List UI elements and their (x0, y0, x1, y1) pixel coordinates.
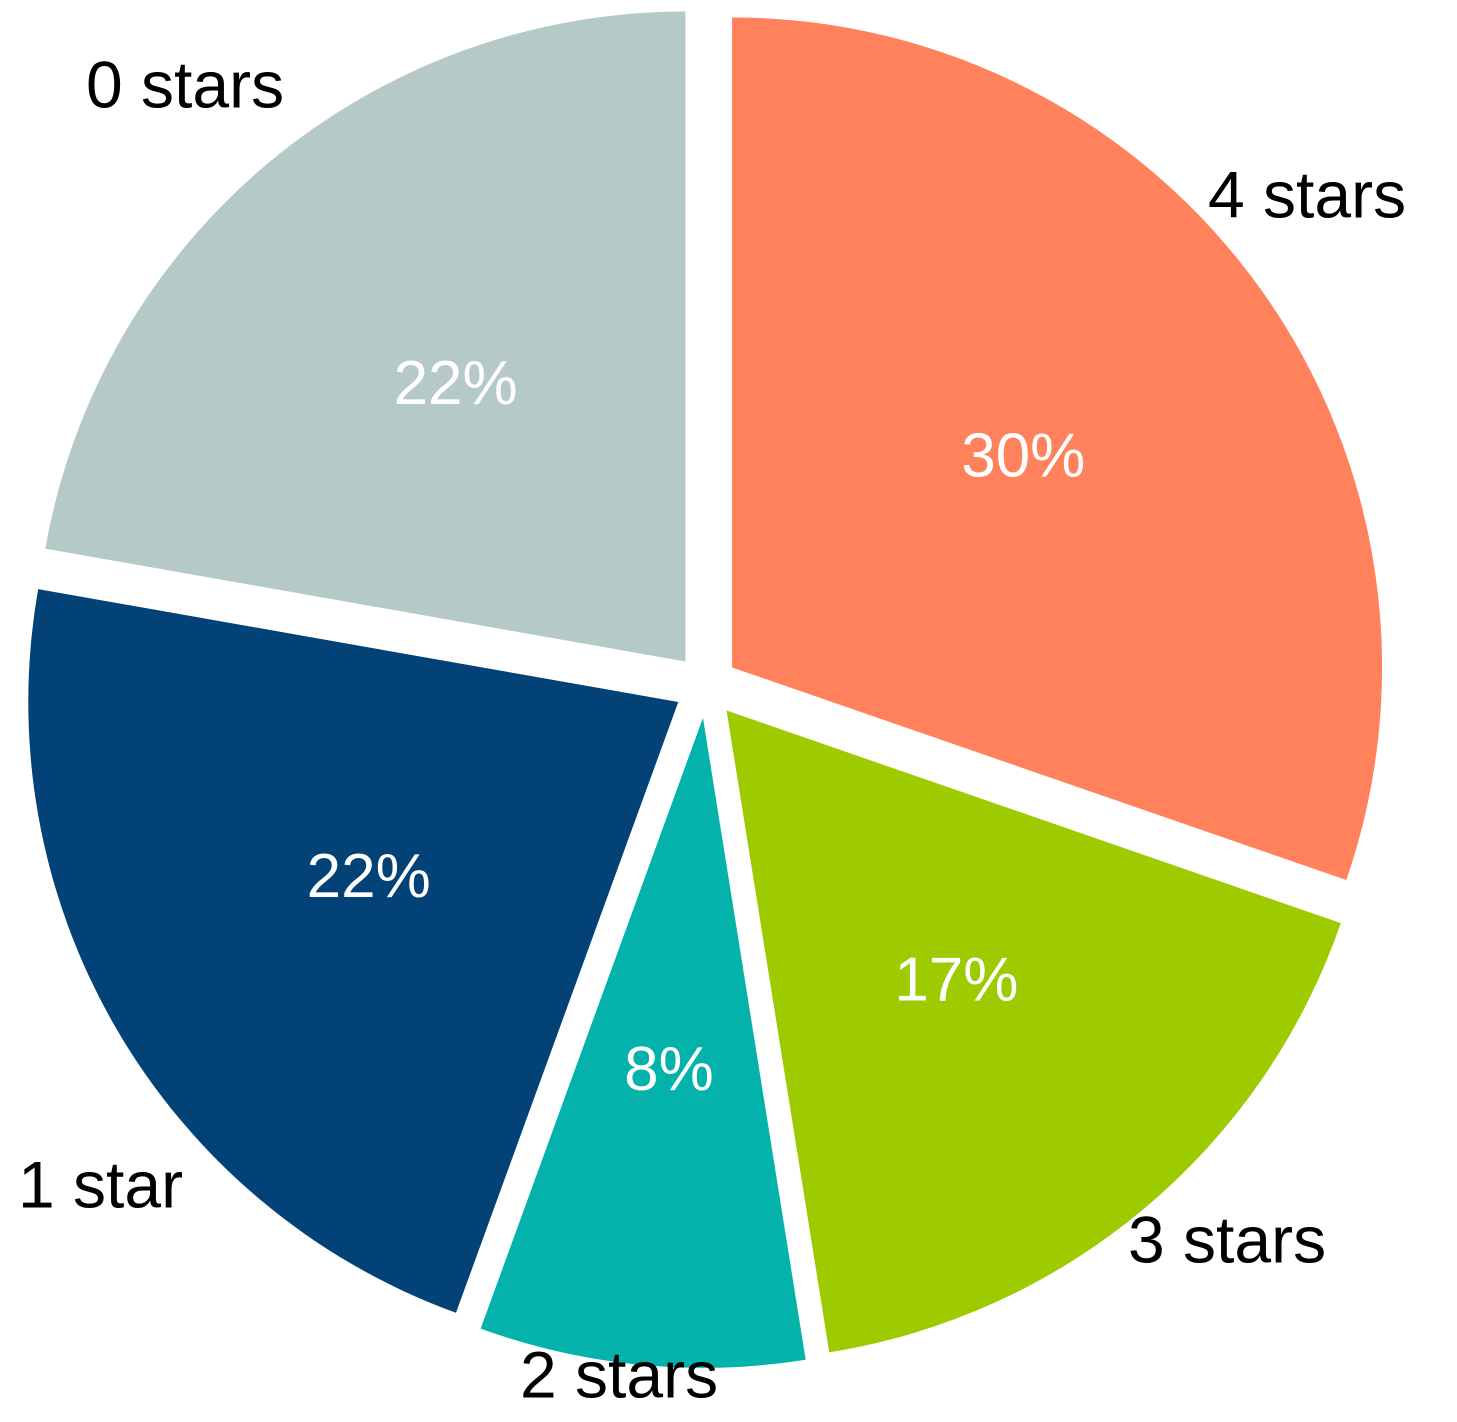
category-label: 2 stars (520, 1337, 718, 1411)
category-label: 4 stars (1208, 157, 1406, 231)
value-label: 8% (624, 1035, 714, 1104)
pie-slices (28, 11, 1383, 1368)
pie-slice-2-stars (480, 717, 806, 1368)
value-label: 22% (307, 842, 431, 911)
value-label: 17% (894, 946, 1018, 1015)
pie-slice-0-stars (45, 11, 686, 662)
value-label: 30% (961, 421, 1085, 490)
value-label: 22% (394, 349, 518, 418)
pie-slice-3-stars (726, 710, 1341, 1353)
category-labels: 4 stars 3 stars 2 stars 1 star 0 stars (18, 47, 1406, 1411)
category-label: 1 star (18, 1147, 183, 1221)
percentage-labels: 30% 17% 8% 22% 22% (307, 349, 1086, 1104)
pie-slice-1-star (28, 589, 679, 1313)
category-label: 0 stars (86, 47, 284, 121)
pie-slice-4-stars (732, 17, 1383, 881)
category-label: 3 stars (1128, 1202, 1326, 1276)
